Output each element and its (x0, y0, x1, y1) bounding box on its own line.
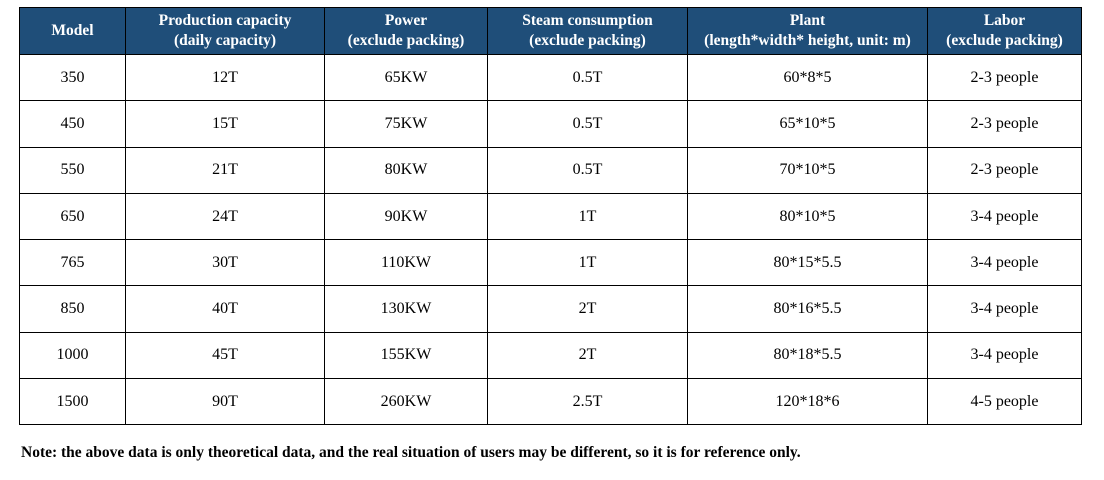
header-steam-consumption-sublabel: (exclude packing) (529, 32, 646, 49)
table-row: 1000 45T 155KW 2T 80*18*5.5 3-4 people (19, 331, 1082, 380)
table-row: 1500 90T 260KW 2.5T 120*18*6 4-5 people (19, 378, 1082, 426)
reference-note: Note: the above data is only theoretical… (21, 444, 801, 461)
cell-power: 65KW (324, 53, 488, 102)
header-production-capacity-label: Production capacity (158, 12, 292, 29)
table-row: 765 30T 110KW 1T 80*15*5.5 3-4 people (19, 239, 1082, 287)
cell-model: 350 (19, 53, 126, 102)
cell-production-capacity: 15T (125, 100, 325, 148)
cell-plant: 65*10*5 (687, 100, 928, 148)
cell-production-capacity: 40T (125, 285, 325, 333)
table-row: 550 21T 80KW 0.5T 70*10*5 2-3 people (19, 146, 1082, 194)
cell-power: 155KW (324, 331, 488, 380)
cell-labor: 2-3 people (927, 146, 1082, 194)
cell-steam-consumption: 2T (487, 285, 688, 333)
cell-plant: 80*16*5.5 (687, 285, 928, 333)
table-row: 450 15T 75KW 0.5T 65*10*5 2-3 people (19, 100, 1082, 148)
cell-labor: 3-4 people (927, 285, 1082, 333)
header-power-label: Power (384, 12, 428, 29)
cell-model: 765 (19, 239, 126, 287)
header-labor: Labor (exclude packing) (927, 7, 1082, 55)
cell-plant: 80*15*5.5 (687, 239, 928, 287)
cell-labor: 2-3 people (927, 100, 1082, 148)
cell-production-capacity: 21T (125, 146, 325, 194)
cell-steam-consumption: 0.5T (487, 100, 688, 148)
cell-plant: 60*8*5 (687, 53, 928, 102)
cell-labor: 3-4 people (927, 192, 1082, 241)
cell-steam-consumption: 2.5T (487, 378, 688, 426)
header-plant-label: Plant (789, 12, 826, 29)
cell-power: 130KW (324, 285, 488, 333)
cell-power: 75KW (324, 100, 488, 148)
header-steam-consumption: Steam consumption (exclude packing) (487, 7, 688, 55)
header-model-label: Model (51, 22, 94, 39)
cell-model: 450 (19, 100, 126, 148)
cell-model: 550 (19, 146, 126, 194)
cell-labor: 3-4 people (927, 239, 1082, 287)
cell-power: 110KW (324, 239, 488, 287)
header-steam-consumption-label: Steam consumption (522, 12, 653, 29)
header-production-capacity-sublabel: (daily capacity) (173, 32, 277, 49)
table-row: 850 40T 130KW 2T 80*16*5.5 3-4 people (19, 285, 1082, 333)
cell-power: 80KW (324, 146, 488, 194)
table-header: Model Production capacity (daily capacit… (19, 7, 1082, 55)
header-plant-sublabel: (length*width* height, unit: m) (704, 32, 911, 49)
cell-model: 1500 (19, 378, 126, 426)
cell-plant: 120*18*6 (687, 378, 928, 426)
cell-production-capacity: 30T (125, 239, 325, 287)
cell-steam-consumption: 0.5T (487, 146, 688, 194)
cell-model: 650 (19, 192, 126, 241)
cell-power: 260KW (324, 378, 488, 426)
cell-labor: 2-3 people (927, 53, 1082, 102)
cell-power: 90KW (324, 192, 488, 241)
cell-model: 1000 (19, 331, 126, 380)
cell-steam-consumption: 0.5T (487, 53, 688, 102)
cell-plant: 80*18*5.5 (687, 331, 928, 380)
cell-production-capacity: 24T (125, 192, 325, 241)
cell-production-capacity: 45T (125, 331, 325, 380)
cell-model: 850 (19, 285, 126, 333)
cell-production-capacity: 90T (125, 378, 325, 426)
header-labor-sublabel: (exclude packing) (946, 32, 1063, 49)
header-power: Power (exclude packing) (324, 7, 488, 55)
header-row: Model Production capacity (daily capacit… (19, 7, 1082, 55)
cell-steam-consumption: 1T (487, 239, 688, 287)
cell-steam-consumption: 2T (487, 331, 688, 380)
cell-plant: 70*10*5 (687, 146, 928, 194)
cell-steam-consumption: 1T (487, 192, 688, 241)
cell-production-capacity: 12T (125, 53, 325, 102)
header-power-sublabel: (exclude packing) (347, 32, 465, 49)
header-model: Model (19, 7, 126, 55)
cell-labor: 4-5 people (927, 378, 1082, 426)
cell-plant: 80*10*5 (687, 192, 928, 241)
header-plant: Plant (length*width* height, unit: m) (687, 7, 928, 55)
spec-table: Model Production capacity (daily capacit… (19, 7, 1082, 426)
table-row: 650 24T 90KW 1T 80*10*5 3-4 people (19, 192, 1082, 241)
cell-labor: 3-4 people (927, 331, 1082, 380)
table-body: 350 12T 65KW 0.5T 60*8*5 2-3 people 450 … (19, 53, 1082, 426)
table-row: 350 12T 65KW 0.5T 60*8*5 2-3 people (19, 53, 1082, 102)
header-labor-label: Labor (983, 12, 1026, 29)
header-production-capacity: Production capacity (daily capacity) (125, 7, 325, 55)
